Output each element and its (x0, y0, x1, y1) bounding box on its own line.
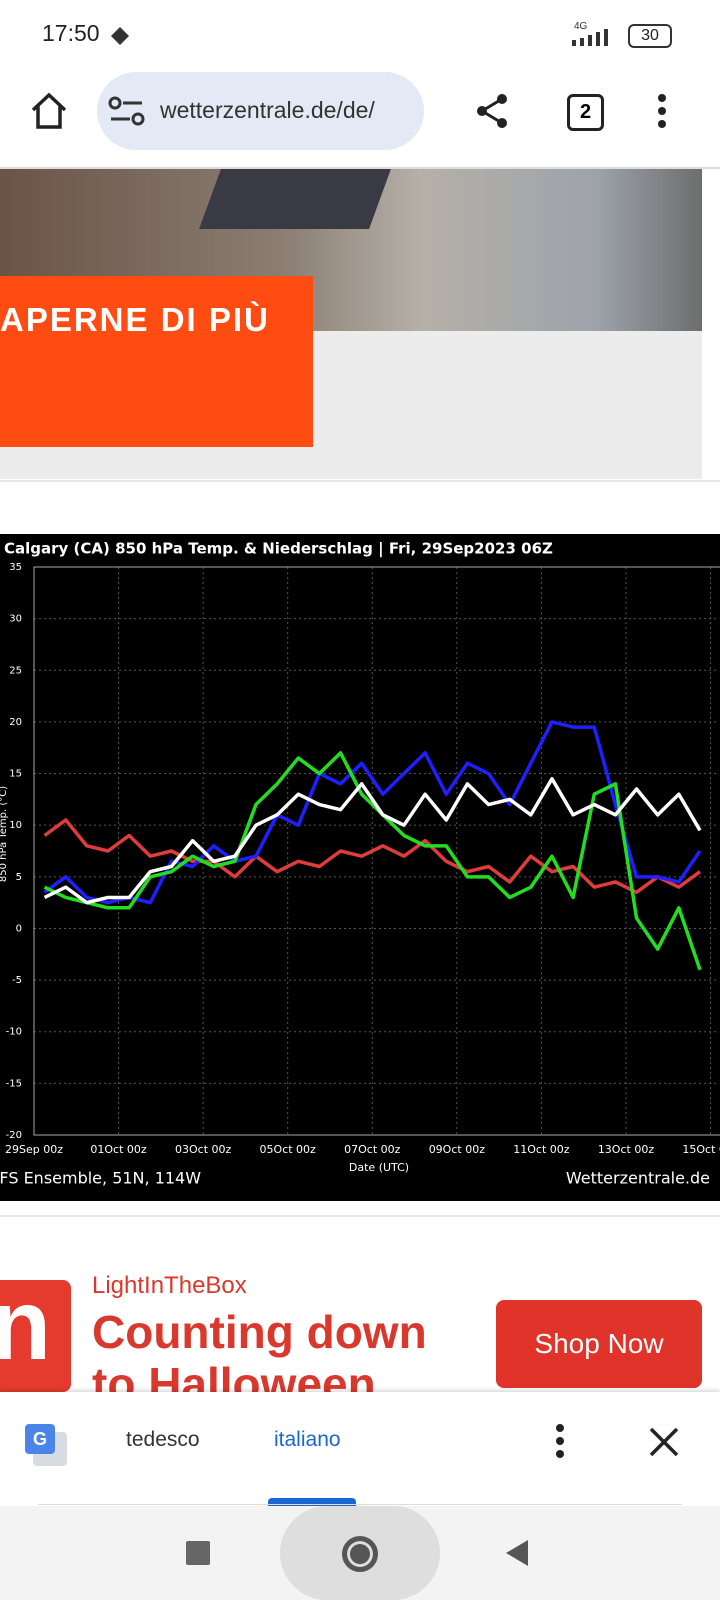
brand-logo[interactable]: n (0, 1280, 71, 1392)
y-tick-label: -10 (6, 1027, 22, 1038)
translate-bar: G tedesco italiano (0, 1392, 720, 1506)
y-tick-label: -15 (6, 1078, 22, 1089)
series-line (43, 818, 702, 895)
series-line (43, 751, 702, 971)
tab-count[interactable]: 2 (567, 94, 604, 131)
y-tick-label: 0 (16, 923, 22, 934)
back-button[interactable] (504, 1538, 530, 1568)
recents-button[interactable] (186, 1541, 210, 1565)
clock: 17:50 (42, 20, 100, 46)
home-nav-button[interactable] (342, 1536, 378, 1572)
ad-image[interactable]: APERNE DI PIÙ (0, 169, 702, 479)
target-language[interactable]: italiano (274, 1428, 341, 1451)
y-tick-label: 35 (9, 562, 22, 573)
x-tick-label: 29Sep 00z (5, 1143, 63, 1156)
y-tick-label: 20 (9, 717, 22, 728)
home-button[interactable] (28, 90, 70, 132)
source: GFS Ensemble, 51N, 114W (0, 1169, 201, 1188)
y-tick-label: 5 (16, 872, 22, 883)
chart: Calgary (CA) 850 hPa Temp. & Niederschla… (0, 534, 720, 1201)
translate-icon[interactable]: G (25, 1424, 71, 1470)
y-tick-label: -5 (12, 975, 22, 986)
y-tick-label: 25 (9, 665, 22, 676)
network-type: 4G (574, 21, 588, 32)
y-axis-title: 850 hPa Temp. (°C) (0, 786, 9, 882)
address-bar[interactable] (97, 72, 424, 150)
share-button[interactable] (474, 92, 512, 130)
y-tick-label: 15 (9, 769, 22, 780)
credit: Wetterzentrale.de (566, 1169, 710, 1188)
plot-frame (33, 566, 720, 1136)
cta-box[interactable] (0, 276, 313, 447)
close-button[interactable] (648, 1426, 680, 1458)
selected-indicator (268, 1498, 356, 1506)
translate-menu[interactable] (550, 1422, 570, 1462)
ad-brand[interactable]: LightInTheBox (92, 1272, 247, 1299)
x-tick-label: 07Oct 00z (344, 1143, 401, 1156)
x-axis-title: Date (UTC) (349, 1161, 409, 1174)
laptop (199, 169, 391, 229)
x-tick-label: 03Oct 00z (175, 1143, 232, 1156)
y-tick-label: 30 (9, 614, 22, 625)
x-tick-label: 11Oct 00z (513, 1143, 570, 1156)
series-line (43, 776, 702, 905)
y-tick-label: 10 (9, 820, 22, 831)
x-tick-label: 13Oct 00z (598, 1143, 655, 1156)
divider (0, 167, 720, 169)
url[interactable]: wetterzentrale.de/de/ (160, 97, 375, 123)
menu-button[interactable] (652, 92, 672, 132)
battery: 30 (628, 24, 672, 48)
cta-text[interactable]: APERNE DI PIÙ (0, 301, 270, 338)
chart-title: Calgary (CA) 850 hPa Temp. & Niederschla… (4, 540, 553, 559)
site-settings-icon[interactable] (108, 95, 148, 127)
series-line (43, 720, 702, 905)
x-tick-label: 01Oct 00z (90, 1143, 147, 1156)
nav-bar (0, 1506, 720, 1600)
ad-button[interactable]: Shop Now (496, 1300, 702, 1388)
source-language[interactable]: tedesco (126, 1428, 200, 1451)
svg-text:G: G (33, 1429, 47, 1449)
divider (38, 1504, 682, 1505)
x-tick-label: 09Oct 00z (429, 1143, 486, 1156)
divider (0, 480, 720, 482)
x-tick-label: 05Oct 00z (260, 1143, 317, 1156)
y-tick-label: -20 (6, 1130, 22, 1141)
signal-icon (572, 29, 608, 46)
x-tick-label: 15Oct 00z (682, 1143, 720, 1156)
divider (0, 1215, 720, 1217)
notification-icon (111, 27, 129, 45)
